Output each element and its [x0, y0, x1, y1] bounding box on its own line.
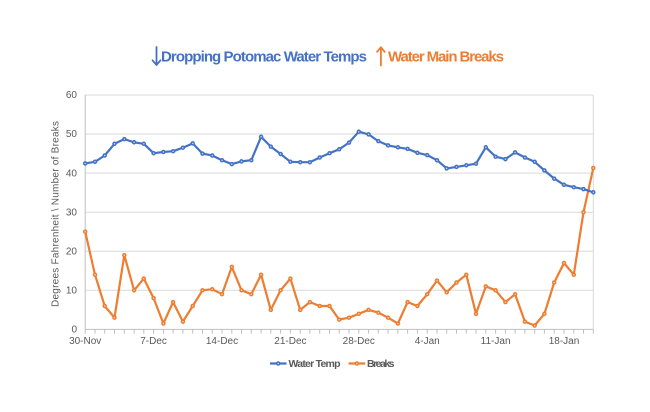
svg-text:30: 30 [66, 207, 78, 218]
svg-text:Dropping Potomac Water Temps: Dropping Potomac Water Temps [161, 49, 367, 66]
svg-text:Water Main Breaks: Water Main Breaks [388, 49, 504, 66]
svg-text:Breaks: Breaks [367, 358, 395, 370]
svg-text:18-Jan: 18-Jan [549, 336, 580, 347]
svg-text:Water Temp: Water Temp [289, 358, 341, 370]
svg-text:28-Dec: 28-Dec [343, 336, 375, 347]
svg-text:11-Jan: 11-Jan [481, 336, 511, 347]
svg-text:30-Nov: 30-Nov [69, 336, 101, 347]
svg-text:50: 50 [66, 129, 78, 140]
svg-text:21-Dec: 21-Dec [274, 336, 306, 347]
svg-text:0: 0 [71, 325, 77, 336]
svg-text:Degrees Fahrenheit \ Number of: Degrees Fahrenheit \ Number of Breaks [51, 121, 62, 307]
svg-text:10: 10 [66, 286, 78, 297]
svg-text:7-Dec: 7-Dec [140, 336, 167, 347]
svg-text:20: 20 [66, 247, 78, 258]
svg-text:60: 60 [66, 90, 78, 101]
svg-text:4-Jan: 4-Jan [415, 336, 440, 347]
svg-text:14-Dec: 14-Dec [206, 336, 238, 347]
svg-text:40: 40 [66, 168, 78, 179]
